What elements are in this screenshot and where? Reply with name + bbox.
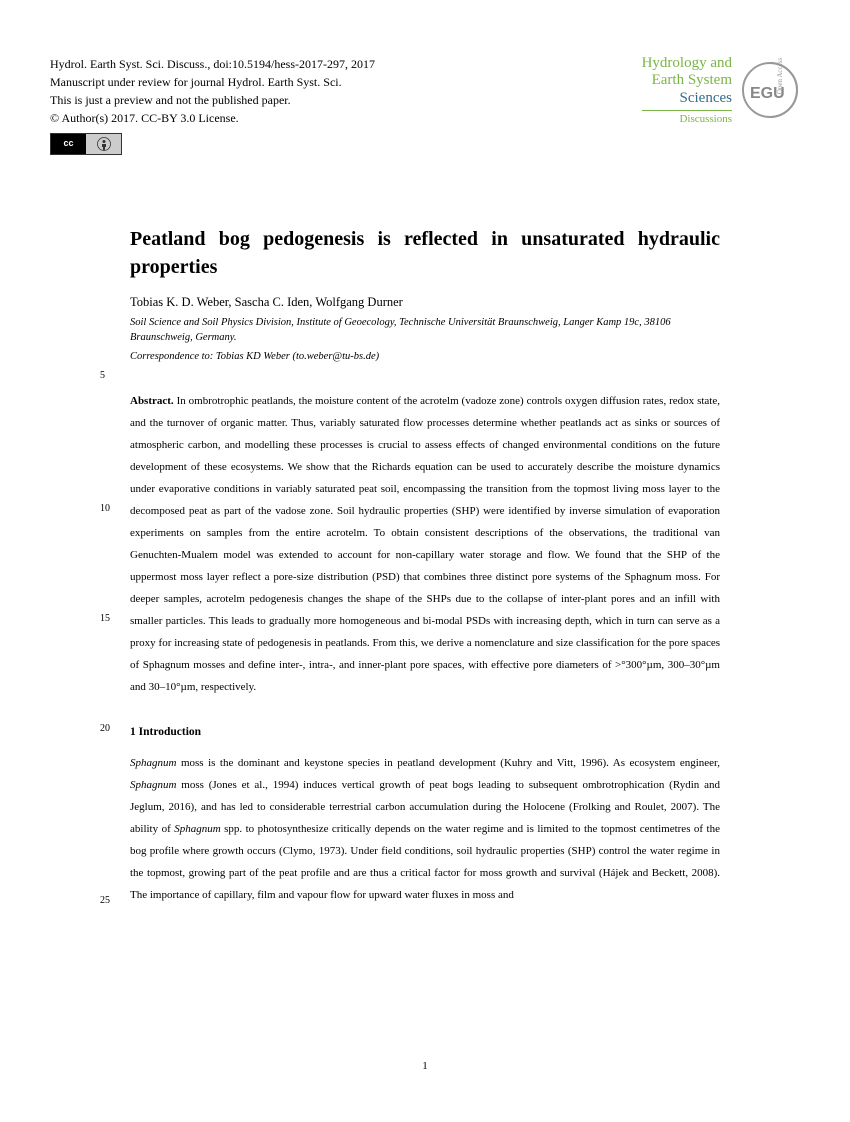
line-number-10: 10	[100, 503, 110, 514]
introduction-body: Sphagnum moss is the dominant and keysto…	[130, 752, 720, 906]
line-number-25: 25	[100, 895, 110, 906]
page-number: 1	[422, 1060, 428, 1072]
page-header: Hydrol. Earth Syst. Sci. Discuss., doi:1…	[0, 0, 850, 155]
review-line: Manuscript under review for journal Hydr…	[50, 73, 375, 91]
license-line: © Author(s) 2017. CC-BY 3.0 License.	[50, 109, 375, 127]
line-number-20: 20	[100, 723, 110, 734]
abstract: Abstract. In ombrotrophic peatlands, the…	[130, 390, 720, 698]
line-number-5: 5	[100, 370, 105, 381]
doi-line: Hydrol. Earth Syst. Sci. Discuss., doi:1…	[50, 55, 375, 73]
line-number-15: 15	[100, 613, 110, 624]
journal-line3: Sciences	[642, 90, 732, 107]
by-icon	[86, 134, 121, 154]
abstract-text: In ombrotrophic peatlands, the moisture …	[130, 395, 720, 693]
journal-name: Hydrology and Earth System Sciences Disc…	[642, 55, 732, 125]
main-content: Peatland bog pedogenesis is reflected in…	[0, 225, 850, 906]
egu-logo-icon: EGU	[740, 60, 800, 120]
journal-line2: Earth System	[642, 72, 732, 89]
manuscript-info: Hydrol. Earth Syst. Sci. Discuss., doi:1…	[50, 55, 375, 155]
abstract-label: Abstract.	[130, 395, 174, 407]
affiliation: Soil Science and Soil Physics Division, …	[130, 316, 720, 345]
open-access-label: Open Access	[776, 58, 784, 94]
cc-by-badge: cc	[50, 133, 122, 155]
journal-sub: Discussions	[642, 110, 732, 125]
preview-line: This is just a preview and not the publi…	[50, 91, 375, 109]
authors: Tobias K. D. Weber, Sascha C. Iden, Wolf…	[130, 295, 720, 310]
cc-label: cc	[51, 134, 86, 154]
section-introduction-title: 1 Introduction	[130, 726, 720, 738]
correspondence: Correspondence to: Tobias KD Weber (to.w…	[130, 351, 720, 362]
correspondence-text: Correspondence to: Tobias KD Weber (to.w…	[130, 351, 379, 362]
paper-title: Peatland bog pedogenesis is reflected in…	[130, 225, 720, 281]
journal-line1: Hydrology and	[642, 55, 732, 72]
